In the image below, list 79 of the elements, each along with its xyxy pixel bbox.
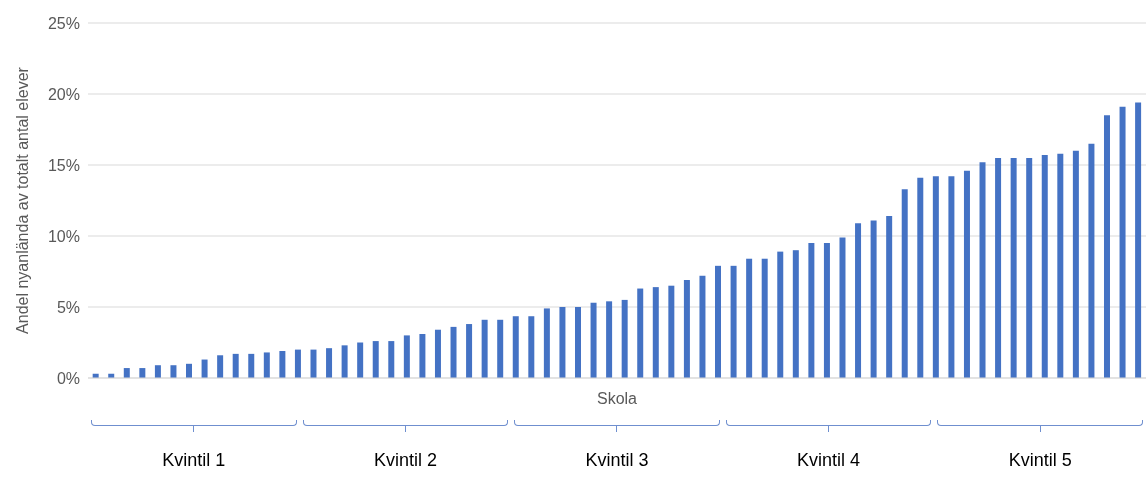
text: Kvintil 2	[372, 450, 438, 471]
bar	[326, 348, 333, 378]
bar	[201, 359, 208, 378]
bar	[154, 365, 161, 378]
bar	[248, 353, 255, 378]
bar	[683, 280, 690, 378]
y-tick-label: 10%	[47, 227, 80, 245]
bar	[1010, 157, 1017, 378]
bar	[388, 341, 395, 378]
bar	[637, 288, 644, 378]
x-axis-title: Skola	[596, 390, 638, 407]
bar	[170, 365, 177, 378]
bar	[543, 308, 550, 378]
bar	[917, 177, 924, 378]
bar	[948, 176, 955, 378]
bar	[699, 275, 706, 378]
bar	[839, 237, 846, 378]
y-tick-label: 5%	[56, 298, 80, 316]
bar	[403, 335, 410, 378]
text: Kvintil 1	[161, 450, 227, 471]
text: Kvintil 3	[584, 450, 650, 471]
bar	[512, 316, 519, 378]
bar	[497, 319, 504, 378]
bar	[855, 223, 862, 378]
bar	[777, 251, 784, 378]
bar	[1026, 157, 1033, 378]
bar	[995, 157, 1002, 378]
bar	[823, 243, 830, 378]
bar	[559, 307, 566, 378]
bar	[808, 243, 815, 378]
bar	[372, 341, 379, 378]
bar	[621, 299, 628, 378]
bar	[870, 220, 877, 378]
bar	[232, 353, 239, 378]
bar	[217, 355, 224, 378]
bar	[746, 258, 753, 378]
bar	[123, 368, 130, 378]
bar	[668, 285, 675, 378]
y-tick-label: 0%	[56, 369, 80, 387]
bar	[434, 329, 441, 378]
bar	[481, 319, 488, 378]
bar	[574, 307, 581, 378]
text: Kvintil 5	[1007, 450, 1073, 471]
bar	[279, 351, 286, 378]
y-axis-title: Andel nyanlända av totalt antal elever	[13, 66, 31, 334]
bar	[1041, 155, 1048, 378]
bar	[886, 216, 893, 378]
bar	[450, 326, 457, 378]
bar	[590, 302, 597, 378]
bar	[1103, 115, 1110, 378]
bar	[1088, 143, 1095, 378]
bar	[792, 250, 799, 378]
text: Kvintil 4	[796, 450, 862, 471]
y-tick-label: 25%	[47, 14, 80, 32]
bar	[357, 342, 364, 378]
bar	[979, 162, 986, 378]
bar	[263, 352, 270, 378]
bar	[419, 333, 426, 378]
bar	[528, 316, 535, 378]
bar	[310, 349, 317, 378]
bar	[294, 349, 301, 378]
y-tick-label: 20%	[47, 85, 80, 103]
bar	[1072, 150, 1079, 378]
bar	[901, 189, 908, 378]
bar	[963, 170, 970, 378]
bar	[761, 258, 768, 378]
bar	[932, 176, 939, 378]
bar	[466, 324, 473, 378]
bar	[341, 345, 348, 378]
bar	[139, 368, 146, 378]
bar	[652, 287, 659, 378]
bar	[730, 265, 737, 378]
y-tick-label: 15%	[47, 156, 80, 174]
bar	[1135, 102, 1142, 378]
bar	[186, 363, 193, 378]
bar	[1057, 153, 1064, 378]
bar	[606, 301, 613, 378]
bar	[715, 265, 722, 378]
bar	[1119, 106, 1126, 378]
